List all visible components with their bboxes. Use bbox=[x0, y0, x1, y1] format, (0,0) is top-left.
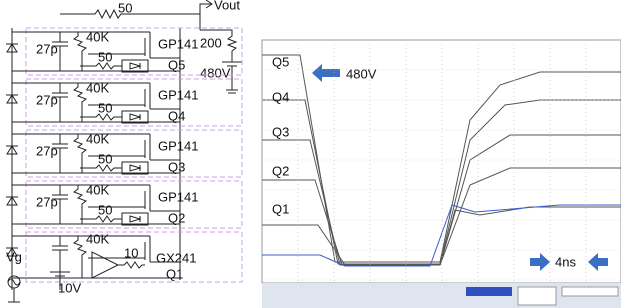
gate-driver bbox=[80, 111, 148, 123]
divider-label: 40K bbox=[86, 182, 109, 197]
divider-label: 40K bbox=[86, 231, 109, 246]
source bbox=[8, 276, 20, 302]
stage-label: Q1 bbox=[166, 266, 183, 281]
gate-resistor-label: 10 bbox=[124, 245, 138, 260]
gate-resistor-label: 50 bbox=[98, 202, 112, 217]
stage-label: Q3 bbox=[168, 159, 185, 174]
figure: 50 Vout 200 480V 27p 40K GP141 50 Q5 27p 40K GP… bbox=[0, 0, 621, 308]
transistor-label: GP141 bbox=[158, 138, 198, 153]
stage-label: Q2 bbox=[168, 210, 185, 225]
status-field bbox=[562, 287, 618, 296]
stage-label: Q5 bbox=[168, 57, 185, 72]
transistor-label: GX241 bbox=[156, 250, 196, 265]
gate-resistor-label: 50 bbox=[98, 49, 112, 64]
capacitor-label: 27p bbox=[36, 194, 58, 209]
supply-label: 10V bbox=[58, 280, 81, 295]
supply: 480V bbox=[200, 65, 231, 80]
gate-resistor-label: 50 bbox=[98, 151, 112, 166]
gate-driver bbox=[80, 162, 148, 174]
trace-label: Q5 bbox=[272, 54, 289, 69]
divider-label: 40K bbox=[86, 131, 109, 146]
top-resistor: 50 bbox=[118, 0, 132, 15]
trace-label: Q2 bbox=[272, 163, 289, 178]
divider-label: 40K bbox=[86, 29, 109, 44]
capacitor-label: 27p bbox=[36, 143, 58, 158]
rail bbox=[12, 28, 180, 290]
output-label: Vout bbox=[214, 0, 240, 12]
transistor-label: GP141 bbox=[158, 189, 198, 204]
capacitor-label: 27p bbox=[36, 41, 58, 56]
trace-label: Q4 bbox=[272, 89, 289, 104]
transistor-label: GP141 bbox=[158, 36, 198, 51]
voltage-note: 480V bbox=[346, 66, 377, 81]
trace-label: Q3 bbox=[272, 124, 289, 139]
output-arrow bbox=[200, 0, 212, 14]
oscilloscope: 480V 4ns Q5 Q4 Q3 Q2 Q1 bbox=[262, 40, 621, 308]
input-label: Vg bbox=[6, 249, 22, 264]
status-field bbox=[466, 287, 512, 296]
time-note: 4ns bbox=[555, 254, 576, 269]
gate-driver bbox=[80, 60, 148, 72]
gate-resistor-label: 50 bbox=[98, 100, 112, 115]
capacitor-label: 27p bbox=[36, 92, 58, 107]
stage-label: Q4 bbox=[168, 108, 185, 123]
transistor-label: GP141 bbox=[158, 87, 198, 102]
trace-label: Q1 bbox=[272, 201, 289, 216]
gate-driver bbox=[80, 213, 148, 225]
divider-label: 40K bbox=[86, 80, 109, 95]
load-resistor: 200 bbox=[200, 35, 222, 50]
schematic: 50 Vout 200 480V 27p 40K GP141 50 Q5 27p 40K GP… bbox=[6, 0, 242, 302]
status-field bbox=[518, 287, 556, 305]
